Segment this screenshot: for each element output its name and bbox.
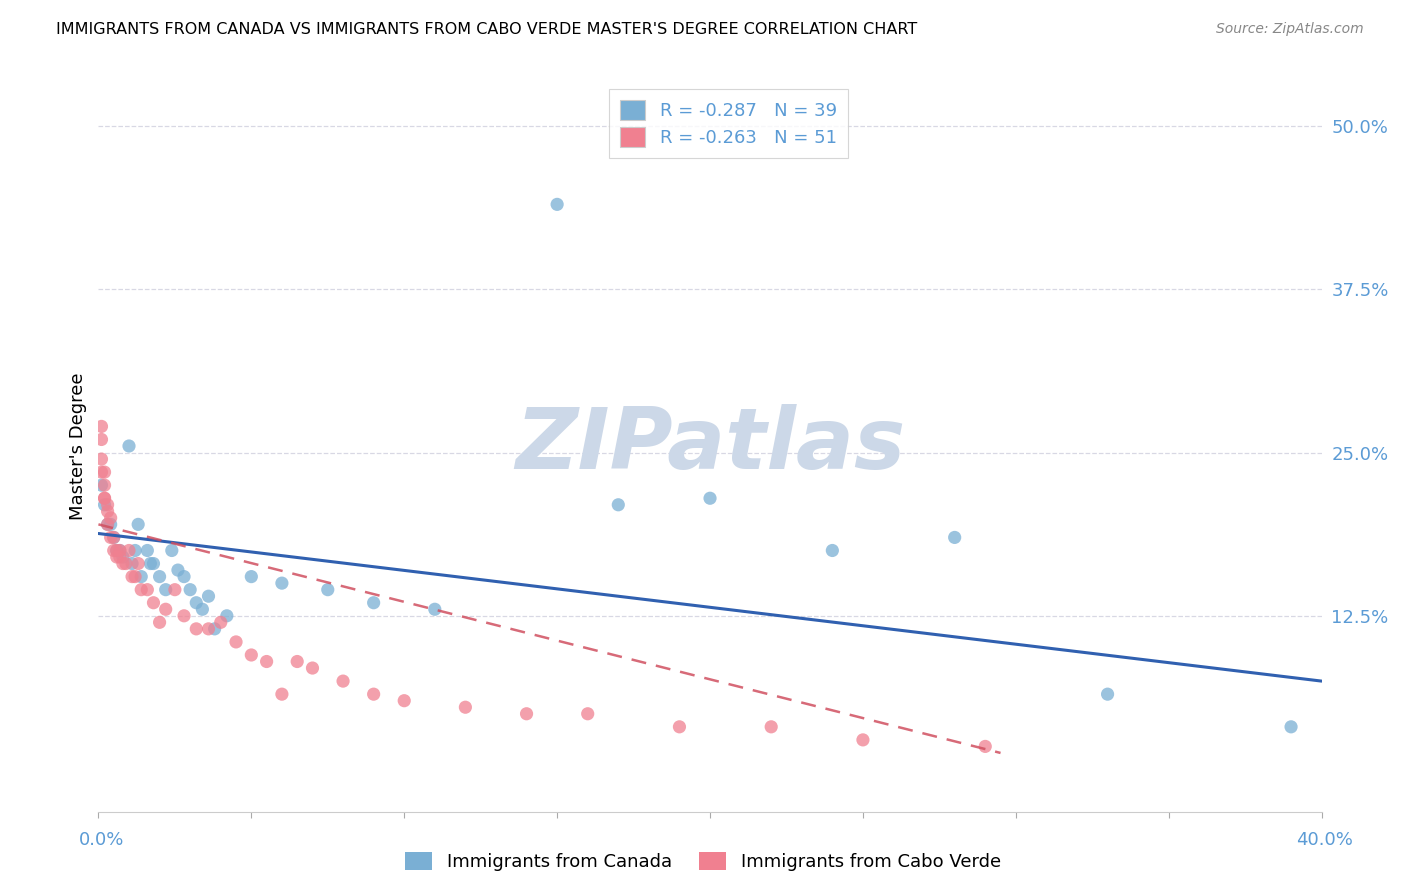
Point (209, 615, 232, 630)
Point (93, 465, 115, 479)
Point (100, 530, 122, 544)
Point (576, 706, 599, 721)
Point (103, 543, 125, 558)
Point (240, 569, 263, 583)
Point (124, 543, 146, 558)
Point (163, 582, 186, 597)
Point (97, 504, 120, 518)
Point (115, 557, 138, 571)
Point (852, 732, 875, 747)
Point (129, 569, 152, 583)
Text: Source: ZipAtlas.com: Source: ZipAtlas.com (1216, 22, 1364, 37)
Point (149, 569, 172, 583)
Point (699, 491, 721, 506)
Text: 0.0%: 0.0% (79, 831, 124, 849)
Legend: R = -0.287   N = 39, R = -0.263   N = 51: R = -0.287 N = 39, R = -0.263 N = 51 (609, 89, 848, 158)
Point (943, 530, 966, 544)
Point (179, 582, 201, 597)
Point (100, 517, 122, 532)
Point (93, 478, 115, 492)
Point (136, 582, 159, 597)
Text: IMMIGRANTS FROM CANADA VS IMMIGRANTS FROM CABO VERDE MASTER'S DEGREE CORRELATION: IMMIGRANTS FROM CANADA VS IMMIGRANTS FRO… (56, 22, 918, 37)
Point (256, 655, 278, 669)
Point (225, 635, 247, 649)
Point (93, 491, 115, 506)
Point (105, 543, 128, 558)
Point (454, 700, 477, 714)
Y-axis label: Master's Degree: Master's Degree (69, 372, 87, 520)
Point (167, 563, 190, 577)
Point (974, 739, 997, 754)
Point (363, 596, 385, 610)
Point (1279, 720, 1302, 734)
Point (270, 576, 292, 591)
Point (108, 543, 131, 558)
Point (127, 517, 149, 532)
Text: ZIPatlas: ZIPatlas (515, 404, 905, 488)
Point (546, 197, 568, 211)
Point (108, 549, 131, 564)
Point (90, 465, 112, 479)
Point (105, 549, 128, 564)
Point (160, 543, 183, 558)
Point (197, 622, 219, 636)
Point (668, 720, 690, 734)
Point (124, 569, 146, 583)
Point (103, 530, 125, 544)
Point (301, 661, 323, 675)
Point (139, 557, 162, 571)
Point (105, 543, 128, 558)
Point (111, 549, 134, 564)
Point (173, 608, 195, 623)
Point (93, 491, 115, 506)
Point (759, 720, 782, 734)
Point (100, 511, 122, 525)
Point (821, 543, 844, 558)
Point (215, 608, 238, 623)
Point (186, 622, 208, 636)
Point (363, 687, 385, 701)
Point (516, 706, 538, 721)
Point (118, 543, 141, 558)
Point (204, 622, 226, 636)
Point (127, 557, 149, 571)
Point (173, 569, 195, 583)
Point (332, 674, 354, 689)
Point (97, 517, 120, 532)
Point (121, 569, 143, 583)
Point (108, 543, 131, 558)
Point (111, 557, 134, 571)
Point (155, 582, 177, 597)
Point (316, 582, 339, 597)
Legend: Immigrants from Canada, Immigrants from Cabo Verde: Immigrants from Canada, Immigrants from … (398, 845, 1008, 879)
Point (191, 602, 214, 616)
Point (121, 557, 143, 571)
Point (90, 419, 112, 434)
Text: 40.0%: 40.0% (1296, 831, 1353, 849)
Point (103, 530, 125, 544)
Point (129, 582, 152, 597)
Point (155, 602, 177, 616)
Point (149, 615, 172, 630)
Point (392, 694, 416, 708)
Point (118, 439, 141, 453)
Point (142, 557, 165, 571)
Point (97, 498, 120, 512)
Point (240, 648, 263, 662)
Point (142, 596, 165, 610)
Point (136, 543, 159, 558)
Point (270, 687, 292, 701)
Point (90, 452, 112, 467)
Point (97, 517, 120, 532)
Point (285, 655, 308, 669)
Point (90, 433, 112, 447)
Point (197, 589, 219, 603)
Point (1097, 687, 1119, 701)
Point (93, 498, 115, 512)
Point (607, 498, 630, 512)
Point (423, 602, 446, 616)
Point (186, 596, 208, 610)
Point (90, 478, 112, 492)
